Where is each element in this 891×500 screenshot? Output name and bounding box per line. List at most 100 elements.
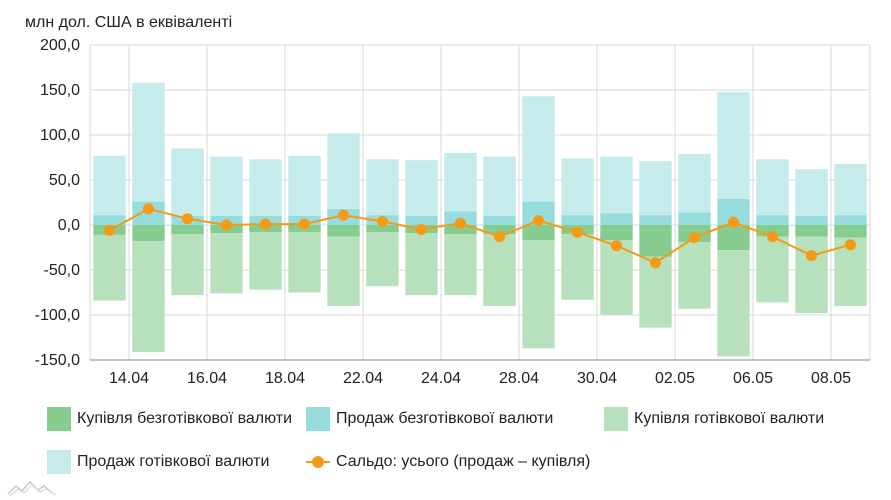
y-tick-label: 50,0 — [49, 172, 80, 189]
bar-noncash-buy — [132, 225, 165, 242]
logo-icon — [7, 480, 57, 497]
bar-noncash-sell — [561, 215, 594, 225]
bar-cash-buy — [93, 234, 126, 301]
y-axis-label: млн дол. США в еквіваленті — [25, 14, 232, 31]
balance-point — [533, 215, 544, 226]
bar-cash-sell — [678, 153, 711, 213]
bar-cash-buy — [600, 240, 633, 315]
bar-cash-sell — [795, 169, 828, 216]
bar-noncash-sell — [405, 216, 438, 225]
bar-cash-sell — [405, 160, 438, 216]
y-tick-label: 200,0 — [40, 37, 80, 54]
bar-cash-buy — [327, 236, 360, 306]
bar-cash-sell — [171, 148, 204, 216]
balance-point — [221, 219, 232, 231]
bar-noncash-buy — [717, 225, 750, 251]
bar-cash-sell — [522, 96, 555, 202]
bar-noncash-buy — [639, 225, 672, 257]
bar-noncash-sell — [834, 215, 867, 225]
bar-cash-buy — [561, 234, 594, 300]
x-tick-label: 28.04 — [499, 370, 539, 387]
x-tick-label: 02.05 — [655, 370, 695, 387]
x-tick-label: 14.04 — [109, 370, 149, 387]
balance-point — [650, 257, 661, 269]
x-tick-label: 18.04 — [265, 370, 305, 387]
y-tick-label: -100,0 — [35, 307, 80, 324]
bar-noncash-sell — [678, 212, 711, 225]
balance-point — [143, 203, 154, 215]
balance-point — [494, 231, 505, 243]
bar-cash-sell — [561, 158, 594, 216]
x-tick-label: 24.04 — [421, 370, 461, 387]
y-tick-label: -50,0 — [44, 262, 81, 279]
balance-point — [572, 226, 583, 238]
bar-noncash-buy — [756, 225, 789, 237]
bar-cash-sell — [600, 156, 633, 214]
balance-point — [611, 240, 622, 252]
balance-point — [845, 239, 856, 251]
bar-cash-buy — [795, 236, 828, 314]
balance-point — [182, 213, 193, 225]
bar-cash-buy — [132, 241, 165, 352]
bar-cash-sell — [249, 159, 282, 216]
bar-cash-sell — [210, 156, 243, 216]
bar-cash-buy — [171, 234, 204, 296]
balance-point — [767, 231, 778, 243]
bar-noncash-buy — [600, 225, 633, 241]
bar-cash-buy — [756, 236, 789, 303]
bar-noncash-buy — [171, 225, 204, 234]
bar-noncash-buy — [834, 225, 867, 238]
balance-line — [104, 203, 856, 269]
bar-cash-sell — [717, 91, 750, 199]
bar-noncash-buy — [795, 225, 828, 237]
bar-cash-buy — [405, 233, 438, 296]
balance-point — [377, 215, 388, 227]
bar-noncash-sell — [639, 215, 672, 225]
x-tick-labels: 14.04 16.04 18.04 22.04 24.04 28.04 30.04 02.05… — [109, 370, 851, 387]
bar-noncash-sell — [93, 215, 126, 225]
bar-noncash-buy — [366, 225, 399, 233]
bar-cash-buy — [366, 232, 399, 287]
balance-point — [806, 250, 817, 262]
balance-point — [299, 218, 310, 230]
bar-noncash-buy — [522, 225, 555, 241]
bar-cash-buy — [210, 233, 243, 294]
bar-noncash-buy — [327, 225, 360, 237]
y-tick-label: -150,0 — [35, 352, 80, 369]
bar-cash-buy — [483, 234, 516, 306]
y-tick-labels: 200,0 150,0 100,0 50,0 0,0 -50,0 -100,0 -150,0 — [35, 37, 80, 369]
bar-cash-sell — [327, 133, 360, 209]
balance-point — [455, 217, 466, 229]
bar-cash-sell — [483, 156, 516, 216]
bar-cash-buy — [288, 232, 321, 293]
bar-cash-sell — [444, 153, 477, 212]
bar-cash-buy — [678, 242, 711, 309]
x-tick-label: 16.04 — [187, 370, 227, 387]
balance-point — [338, 209, 349, 221]
x-tick-label: 08.05 — [811, 370, 851, 387]
bar-cash-buy — [249, 232, 282, 290]
bar-noncash-buy — [444, 225, 477, 234]
y-tick-label: 100,0 — [40, 127, 80, 144]
bar-cash-sell — [132, 82, 165, 202]
bar-noncash-sell — [522, 201, 555, 225]
bar-cash-sell — [366, 159, 399, 216]
bar-noncash-sell — [795, 216, 828, 225]
bar-noncash-sell — [756, 215, 789, 225]
grid-lines — [89, 44, 871, 361]
bar-cash-sell — [756, 159, 789, 216]
balance-point — [104, 224, 115, 236]
bar-cash-buy — [522, 240, 555, 349]
balance-point — [260, 218, 271, 230]
bar-cash-sell — [93, 155, 126, 216]
balance-point — [416, 224, 427, 235]
y-tick-label: 150,0 — [40, 82, 80, 99]
bar-cash-buy — [639, 256, 672, 328]
bar-cash-sell — [288, 155, 321, 216]
balance-point — [728, 216, 739, 228]
bar-noncash-buy — [483, 225, 516, 234]
y-tick-label: 0,0 — [58, 217, 80, 234]
x-tick-label: 30.04 — [577, 370, 617, 387]
bar-cash-sell — [639, 161, 672, 216]
